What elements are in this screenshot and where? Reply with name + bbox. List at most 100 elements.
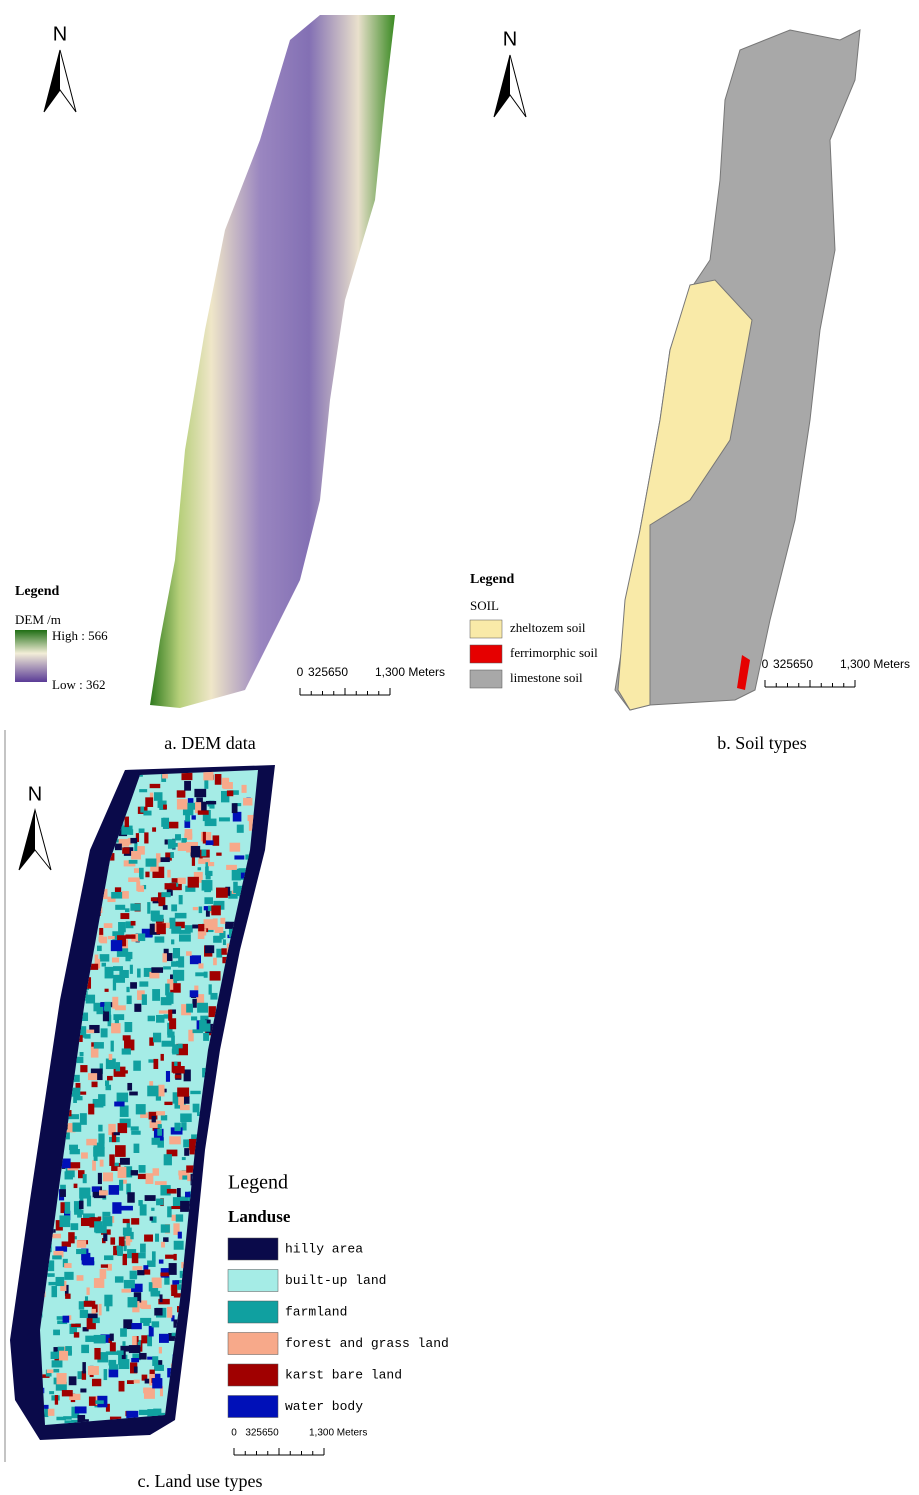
landuse-patch (186, 951, 192, 956)
landuse-patch (10, 879, 14, 886)
landuse-patch (184, 1148, 189, 1156)
landuse-patch (55, 849, 63, 853)
landuse-patch (191, 846, 200, 857)
landuse-patch (235, 1065, 241, 1069)
landuse-patch (16, 1027, 19, 1038)
landuse-patch (264, 1080, 272, 1092)
landuse-patch (202, 1400, 213, 1404)
landuse-patch (16, 1123, 28, 1134)
landuse-patch (216, 1316, 219, 1326)
landuse-patch (18, 1188, 27, 1200)
landuse-patch (131, 1218, 139, 1224)
landuse-patch (18, 1097, 27, 1106)
landuse-patch (10, 1421, 18, 1430)
landuse-patch (232, 1065, 244, 1070)
landuse-patch (52, 1255, 62, 1259)
landuse-patch (85, 785, 90, 794)
landuse-patch (42, 942, 51, 948)
dem-area (150, 15, 395, 708)
landuse-patch (56, 1277, 65, 1286)
landuse-patch (202, 1304, 214, 1308)
landuse-patch (163, 905, 168, 910)
landuse-patch (120, 913, 129, 919)
legend-subtitle: DEM /m (15, 612, 61, 627)
landuse-patch (155, 1181, 167, 1185)
landuse-patch (252, 1134, 256, 1144)
landuse-patch (115, 844, 122, 851)
landuse-patch (44, 880, 52, 890)
landuse-patch (208, 862, 214, 866)
landuse-patch (202, 1356, 214, 1368)
landuse-patch (171, 1285, 177, 1296)
landuse-patch (103, 1216, 112, 1226)
landuse-patch (134, 1380, 140, 1384)
landuse-patch (204, 1422, 213, 1425)
landuse-patch (64, 909, 76, 913)
landuse-patch (268, 949, 274, 958)
landuse-patch (223, 782, 233, 789)
landuse-patch (209, 1159, 219, 1171)
landuse-patch (71, 1324, 81, 1327)
landuse-patch (133, 1061, 141, 1071)
landuse-patch (130, 965, 133, 974)
legend-label: forest and grass land (285, 1336, 449, 1351)
landuse-patch (147, 1086, 158, 1097)
landuse-patch (204, 779, 208, 789)
landuse-patch (56, 787, 61, 798)
landuse-patch (177, 1188, 181, 1197)
landuse-patch (131, 1323, 141, 1329)
landuse-patch (15, 1075, 26, 1085)
landuse-patch (246, 1025, 257, 1032)
landuse-patch (97, 806, 102, 814)
landuse-patch (100, 801, 108, 804)
landuse-patch (156, 923, 165, 934)
landuse-patch (110, 1334, 114, 1341)
landuse-patch (123, 1228, 132, 1235)
landuse-patch (92, 1160, 96, 1170)
landuse-patch (171, 1206, 180, 1209)
landuse-patch (213, 1430, 217, 1435)
landuse-patch (199, 1020, 207, 1029)
landuse-patch (266, 949, 278, 960)
landuse-patch (248, 981, 254, 985)
landuse-patch (70, 786, 75, 793)
landuse-patch (16, 830, 27, 835)
landuse-patch (220, 918, 225, 924)
landuse-patch (197, 1248, 201, 1255)
landuse-patch (81, 1345, 89, 1353)
dem-map (150, 15, 395, 708)
landuse-patch (266, 993, 278, 1001)
landuse-patch (60, 888, 71, 900)
landuse-patch (121, 1206, 133, 1211)
landuse-patch (40, 1047, 49, 1054)
landuse-patch (155, 936, 165, 942)
landuse-patch (106, 1351, 118, 1355)
landuse-patch (38, 894, 43, 903)
landuse-patch (139, 1410, 148, 1415)
landuse-patch (14, 1062, 21, 1072)
landuse-patch (210, 1155, 221, 1160)
landuse-patch (59, 892, 70, 901)
landuse-patch (145, 1173, 153, 1184)
landuse-patch (117, 1093, 128, 1103)
landuse-patch (131, 1126, 139, 1130)
landuse-patch (203, 832, 206, 844)
landuse-patch (105, 967, 114, 979)
landuse-patch (263, 1115, 267, 1119)
landuse-patch (14, 817, 20, 826)
landuse-patch (194, 1292, 202, 1296)
landuse-patch (41, 880, 46, 891)
landuse-patch (14, 839, 24, 849)
legend-label: built-up land (285, 1273, 386, 1288)
landuse-patch (104, 1006, 111, 1010)
landuse-patch (139, 1353, 146, 1360)
landuse-patch (123, 1035, 131, 1040)
landuse-patch (258, 1002, 262, 1011)
landuse-patch (206, 910, 210, 916)
landuse-patch (158, 801, 163, 808)
landuse-patch (246, 1042, 252, 1046)
landuse-patch (269, 1128, 274, 1139)
scale-label: 1,300 Meters (309, 1428, 367, 1439)
landuse-patch (102, 963, 106, 967)
landuse-patch (264, 971, 269, 980)
